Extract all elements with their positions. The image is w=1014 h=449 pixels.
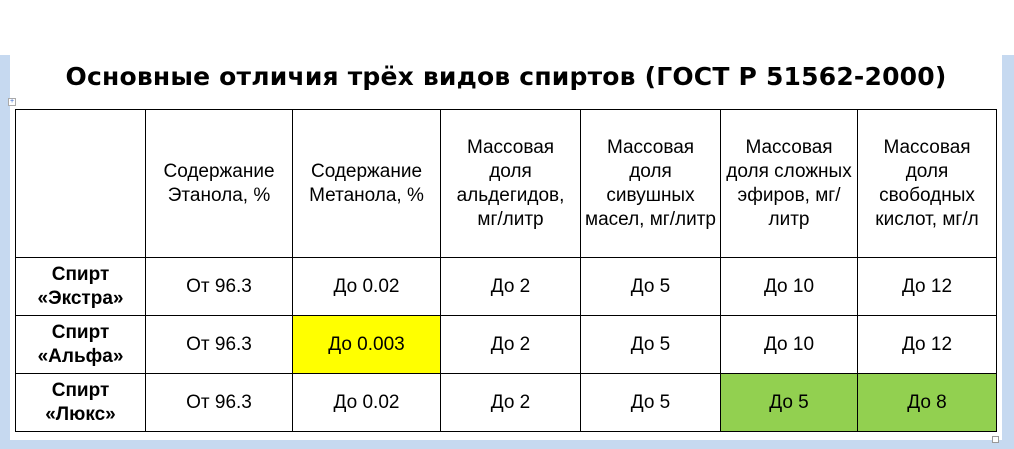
- header-cell: Содержание Этанола, %: [145, 109, 293, 258]
- table-row: Спирт «Люкс» От 96.3 До 0.02 До 2 До 5 Д…: [15, 373, 997, 432]
- table-resize-handle-icon[interactable]: [992, 436, 999, 443]
- document-title: Основные отличия трёх видов спиртов (ГОС…: [65, 62, 947, 91]
- table-cell: До 5: [580, 315, 721, 374]
- table-cell: От 96.3: [145, 315, 293, 374]
- header-cell: Массовая доля альдегидов, мг/литр: [440, 109, 581, 258]
- table-cell: До 5: [580, 373, 721, 432]
- table-cell: До 10: [720, 257, 858, 316]
- table-header-row: Содержание Этанола, % Содержание Метанол…: [15, 109, 997, 258]
- header-cell: Массовая доля сивушных масел, мг/литр: [580, 109, 721, 258]
- header-cell: [15, 109, 146, 258]
- table-cell: От 96.3: [145, 257, 293, 316]
- table-row: Спирт «Экстра» От 96.3 До 0.02 До 2 До 5…: [15, 257, 997, 316]
- table-cell-highlighted: До 0.003: [292, 315, 441, 374]
- table-cell-highlighted: До 8: [857, 373, 997, 432]
- table-cell: До 10: [720, 315, 858, 374]
- header-cell: Массовая доля сложных эфиров, мг/литр: [720, 109, 858, 258]
- table-cell: До 0.02: [292, 373, 441, 432]
- table-cell: От 96.3: [145, 373, 293, 432]
- table-cell: До 12: [857, 315, 997, 374]
- row-header: Спирт «Альфа»: [15, 315, 146, 374]
- row-header: Спирт «Экстра»: [15, 257, 146, 316]
- table-cell: До 12: [857, 257, 997, 316]
- table-cell: До 2: [440, 315, 581, 374]
- header-cell: Массовая доля свободных кислот, мг/л: [857, 109, 997, 258]
- table-cell: До 0.02: [292, 257, 441, 316]
- table-cell: До 2: [440, 373, 581, 432]
- header-cell: Содержание Метанола, %: [292, 109, 441, 258]
- table-row: Спирт «Альфа» От 96.3 До 0.003 До 2 До 5…: [15, 315, 997, 374]
- table-cell: До 2: [440, 257, 581, 316]
- row-header: Спирт «Люкс»: [15, 373, 146, 432]
- table-cell-highlighted: До 5: [720, 373, 858, 432]
- table-cell: До 5: [580, 257, 721, 316]
- comparison-table: Содержание Этанола, % Содержание Метанол…: [15, 109, 997, 432]
- table-move-handle-icon[interactable]: +: [8, 98, 16, 106]
